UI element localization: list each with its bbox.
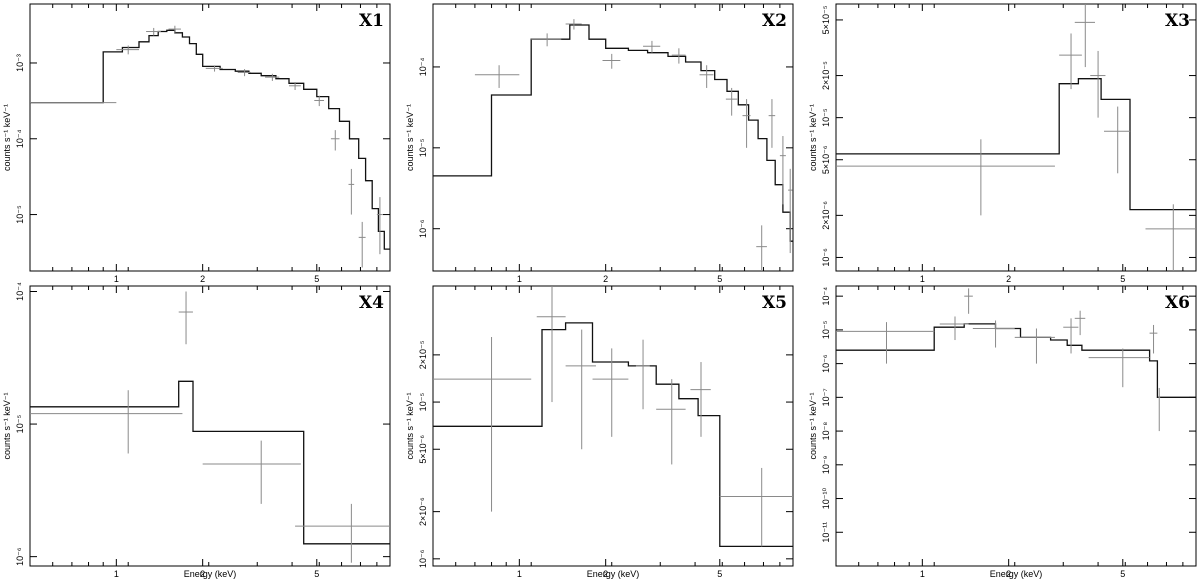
y-axis-label: counts s⁻¹ keV⁻¹ [808, 392, 818, 459]
y-axis-label: counts s⁻¹ keV⁻¹ [405, 104, 415, 171]
x-tick-label: 5 [717, 274, 722, 284]
y-tick-label: 10⁻⁵ [15, 205, 25, 224]
y-tick-label: 10⁻⁵ [418, 393, 428, 412]
y-tick-label: 10⁻⁵ [418, 138, 428, 157]
x-tick-label: 5 [314, 569, 319, 579]
x-tick-label: 2 [200, 569, 205, 579]
y-tick-label: 10⁻⁸ [821, 422, 831, 441]
y-tick-label: 10⁻⁶ [821, 354, 831, 373]
panel-title: X2 [762, 11, 787, 31]
x-tick-label: 5 [1120, 274, 1125, 284]
y-tick-label: 2×10⁻⁵ [821, 61, 831, 90]
panel-x1: 1 2 5 10⁻⁵ 10⁻⁴ 10⁻³ counts s⁻¹ keV⁻¹ X1 [2, 3, 391, 284]
plot-frame [835, 285, 1197, 567]
model-line [30, 29, 390, 250]
x-tick-label: 2 [1006, 274, 1011, 284]
x-axis-label: Energy (keV) [587, 569, 640, 579]
plot-frame [29, 3, 391, 272]
x-tick-label: 1 [920, 274, 925, 284]
panel-x5: 1 2 5 10⁻⁶ 2×10⁻⁶ 5×10⁻⁶ 10⁻⁵ 2×10⁻⁵ counts s⁻¹ … [405, 285, 794, 579]
y-tick-label: 10⁻⁶ [821, 248, 831, 267]
y-axis-label: counts s⁻¹ keV⁻¹ [2, 104, 12, 171]
y-axis-label: counts s⁻¹ keV⁻¹ [2, 392, 12, 459]
y-tick-label: 10⁻⁵ [15, 415, 25, 434]
y-tick-label: 10⁻³ [15, 54, 25, 72]
y-tick-label: 10⁻⁶ [418, 549, 428, 568]
panel-title: X4 [359, 293, 384, 313]
x-axis-label: Energy (keV) [990, 569, 1043, 579]
model-line [30, 380, 390, 545]
y-tick-label: 2×10⁻⁶ [821, 201, 831, 230]
x-tick-label: 1 [114, 274, 119, 284]
model-line [836, 78, 1196, 211]
y-tick-label: 10⁻⁴ [15, 129, 25, 148]
x-tick-label: 1 [114, 569, 119, 579]
model-line [433, 24, 793, 242]
x-tick-label: 2 [1006, 569, 1011, 579]
x-tick-label: 5 [314, 274, 319, 284]
x-tick-label: 1 [517, 274, 522, 284]
y-tick-label: 2×10⁻⁵ [418, 340, 428, 369]
y-tick-label: 10⁻⁴ [418, 57, 428, 76]
plot-frame [432, 3, 794, 272]
y-tick-label: 10⁻⁵ [821, 108, 831, 127]
y-tick-label: 10⁻⁷ [821, 388, 831, 406]
y-tick-label: 10⁻⁹ [821, 455, 831, 474]
y-tick-label: 5×10⁻⁵ [821, 5, 831, 34]
panel-title: X5 [762, 293, 787, 313]
model-line [836, 323, 1196, 398]
panel-title: X1 [359, 11, 384, 31]
y-tick-label: 10⁻⁵ [821, 320, 831, 339]
panel-title: X6 [1165, 293, 1190, 313]
x-tick-label: 2 [603, 274, 608, 284]
y-axis-label: counts s⁻¹ keV⁻¹ [405, 392, 415, 459]
y-tick-label: 10⁻¹¹ [821, 522, 831, 543]
panel-title: X3 [1165, 11, 1190, 31]
x-axis-label: Energy (keV) [184, 569, 237, 579]
x-tick-label: 1 [920, 569, 925, 579]
plot-frame [29, 285, 391, 567]
y-tick-label: 10⁻⁴ [15, 282, 25, 301]
panel-x3: 1 2 5 10⁻⁶ 2×10⁻⁶ 5×10⁻⁶ 10⁻⁵ 2×10⁻⁵ 5×10⁻⁵ count… [808, 3, 1197, 284]
x-tick-label: 5 [1120, 569, 1125, 579]
panel-x6: 1 2 5 10⁻¹¹ 10⁻¹⁰ 10⁻⁹ 10⁻⁸ 10⁻⁷ 10⁻⁶ 10⁻⁵ 10⁻⁴ cou… [808, 285, 1197, 579]
y-tick-label: 10⁻¹⁰ [821, 487, 831, 509]
panel-x2: 1 2 5 10⁻⁶ 10⁻⁵ 10⁻⁴ counts s⁻¹ keV⁻¹ X2 [405, 3, 794, 284]
y-tick-label: 5×10⁻⁶ [418, 435, 428, 464]
y-tick-label: 5×10⁻⁶ [821, 145, 831, 174]
plot-frame [835, 3, 1197, 272]
x-tick-label: 2 [200, 274, 205, 284]
panel-x4: 1 2 5 10⁻⁶ 10⁻⁵ 10⁻⁴ counts s⁻¹ keV⁻¹ Energy (k… [2, 282, 391, 579]
y-tick-label: 2×10⁻⁶ [418, 497, 428, 526]
y-tick-label: 10⁻⁶ [418, 219, 428, 238]
x-tick-label: 1 [517, 569, 522, 579]
y-tick-label: 10⁻⁶ [15, 547, 25, 566]
x-tick-label: 5 [717, 569, 722, 579]
model-line [433, 322, 793, 548]
y-axis-label: counts s⁻¹ keV⁻¹ [808, 104, 818, 171]
x-tick-label: 2 [603, 569, 608, 579]
y-tick-label: 10⁻⁴ [821, 287, 831, 306]
